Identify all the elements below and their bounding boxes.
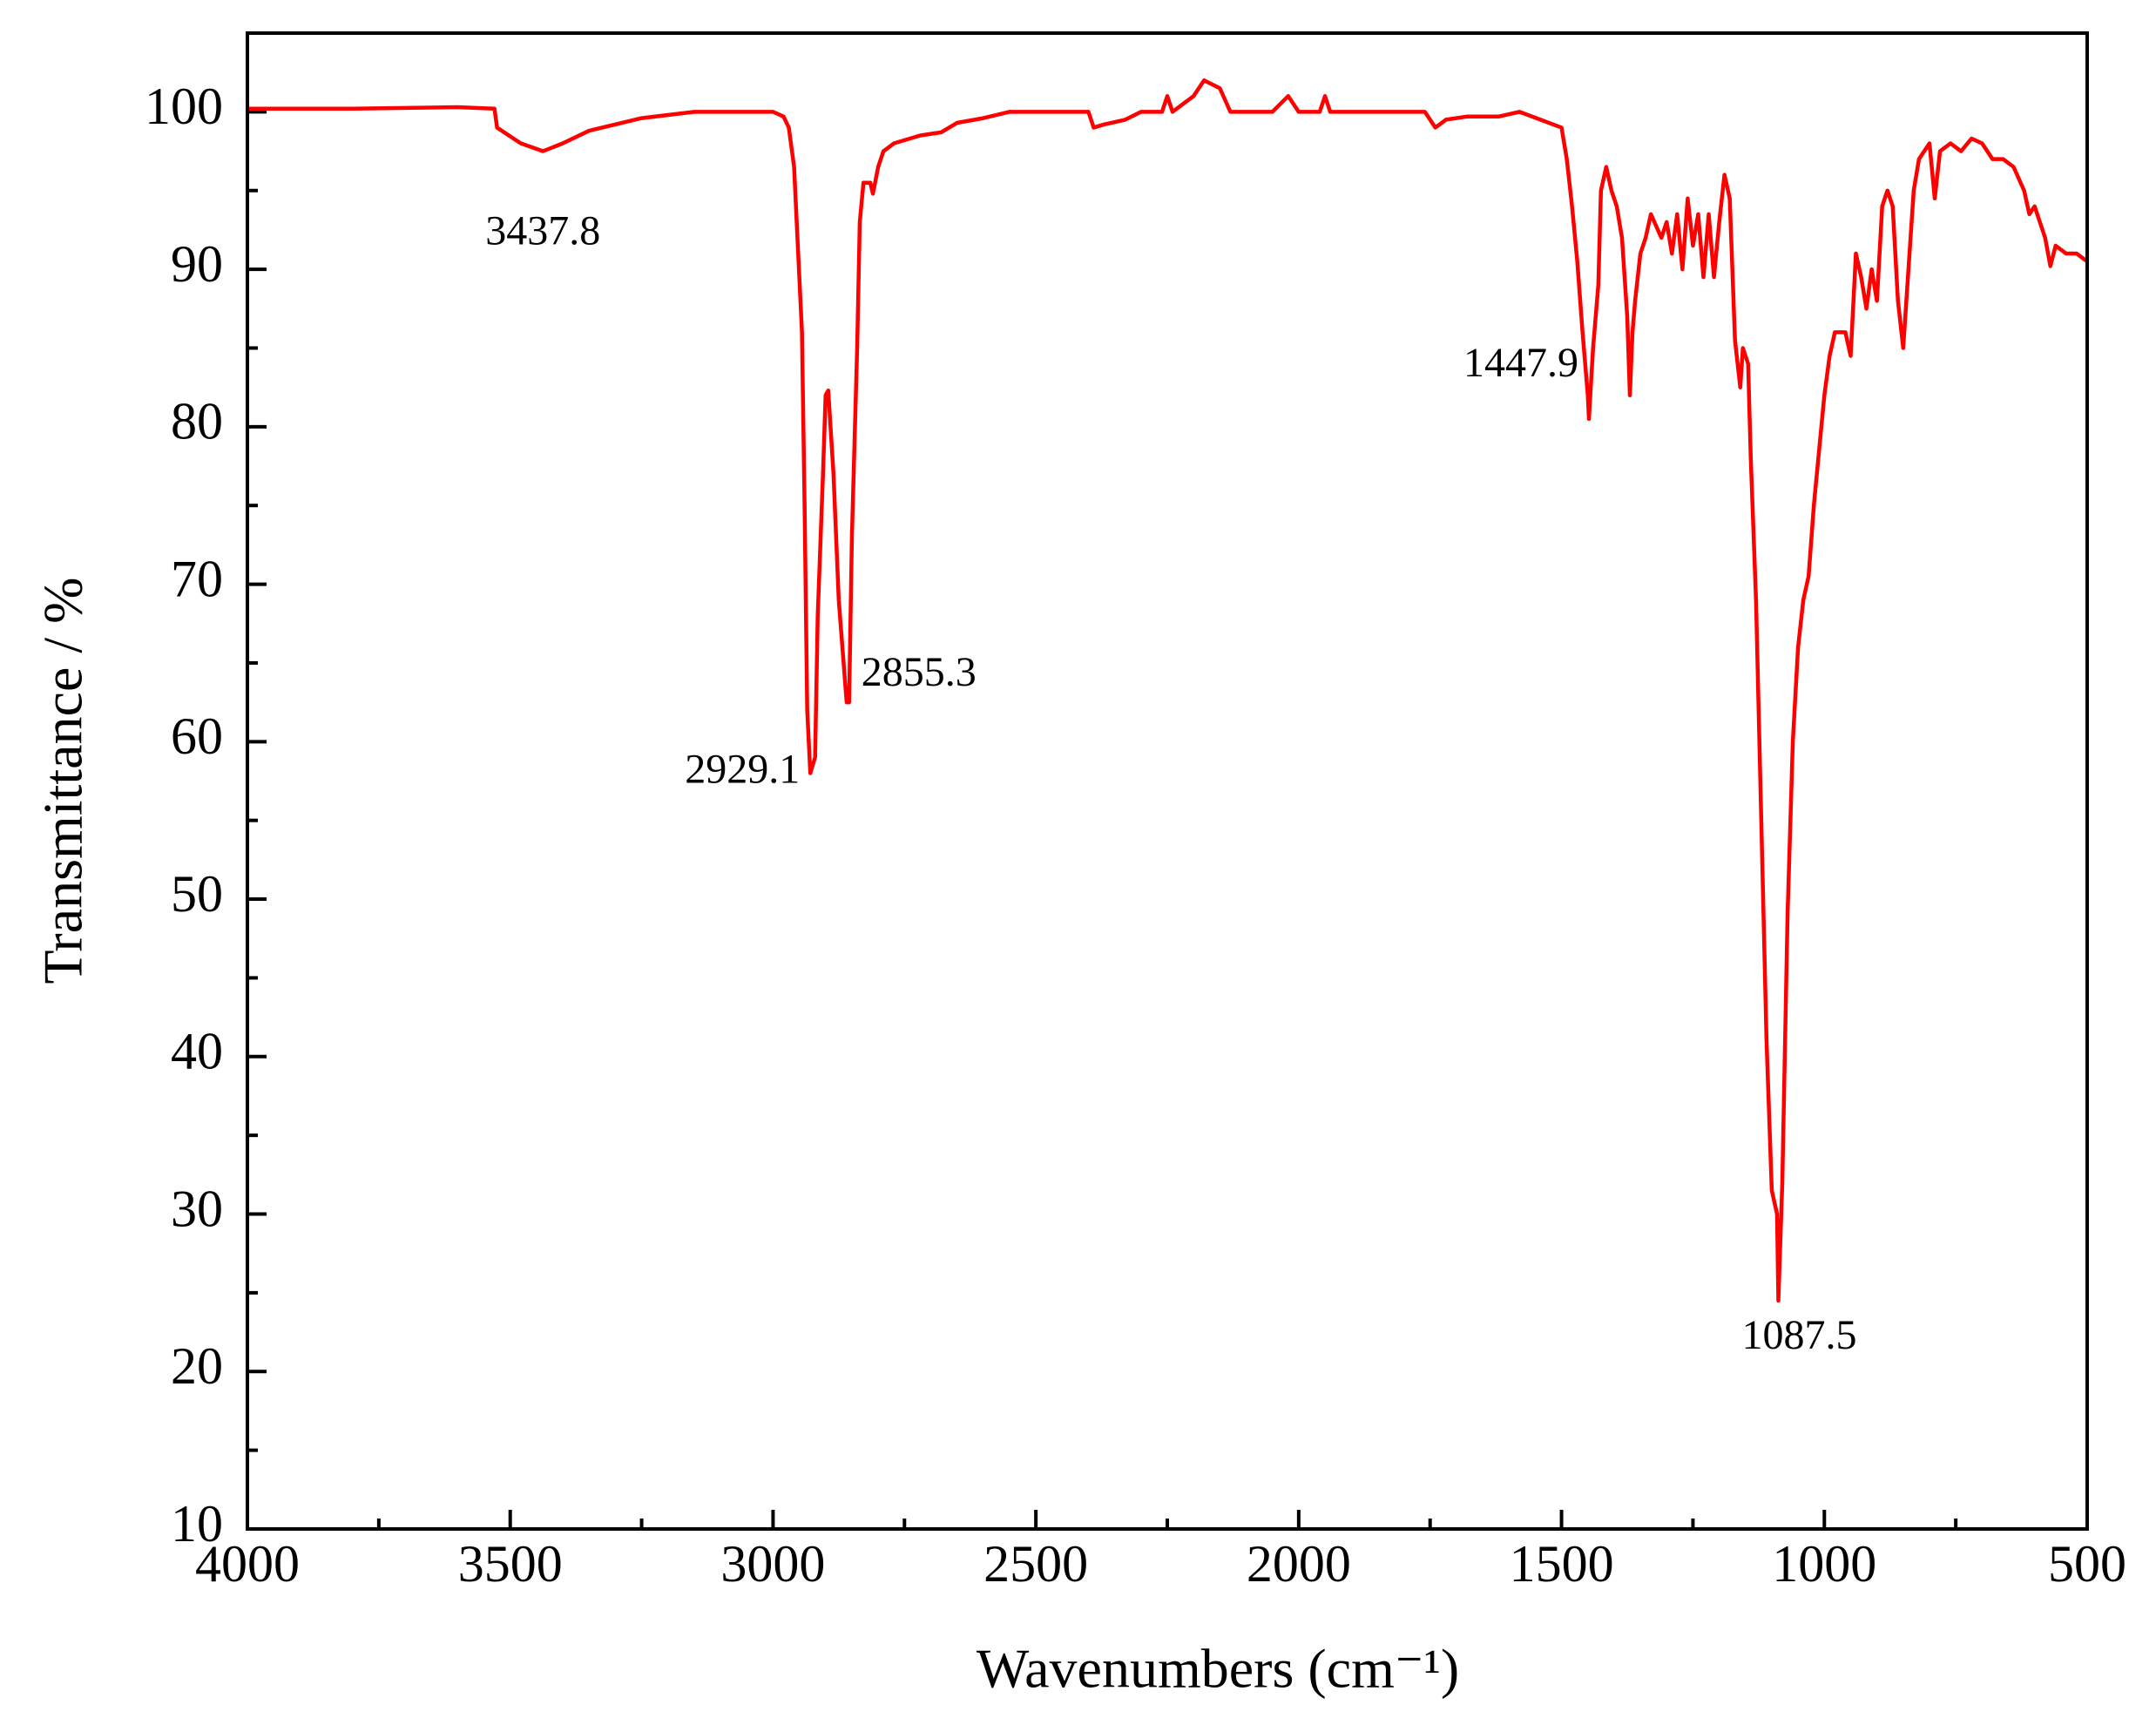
y-tick-label: 20 <box>171 1337 223 1395</box>
y-tick-label: 80 <box>171 393 223 450</box>
y-tick-label: 50 <box>171 865 223 923</box>
y-tick-label: 10 <box>171 1495 223 1552</box>
y-tick-label: 100 <box>145 78 223 135</box>
peak-label: 2855.3 <box>862 649 977 695</box>
spectrum-line <box>247 78 2089 1303</box>
x-tick-label: 2500 <box>983 1535 1088 1593</box>
y-tick-label: 90 <box>171 235 223 293</box>
y-axis-title: Transmittance / % <box>32 578 94 984</box>
x-tick-label: 4000 <box>195 1535 300 1593</box>
x-tick-label: 1500 <box>1510 1535 1614 1593</box>
peak-label: 1447.9 <box>1463 340 1578 386</box>
peak-label: 3437.8 <box>485 208 600 254</box>
y-tick-label: 70 <box>171 550 223 607</box>
x-axis-title: Wavenumbers (cm⁻¹) <box>977 1638 1459 1700</box>
y-tick-label: 40 <box>171 1023 223 1080</box>
peak-label: 2929.1 <box>685 746 800 792</box>
y-tick-label: 30 <box>171 1180 223 1237</box>
y-tick-label: 60 <box>171 707 223 765</box>
x-tick-label: 3000 <box>720 1535 825 1593</box>
plot-frame <box>246 31 2089 1531</box>
x-tick-label: 2000 <box>1247 1535 1351 1593</box>
x-tick-label: 500 <box>2048 1535 2126 1593</box>
x-tick-label: 1000 <box>1772 1535 1876 1593</box>
peak-label: 1087.5 <box>1741 1312 1856 1358</box>
x-tick-label: 3500 <box>458 1535 563 1593</box>
